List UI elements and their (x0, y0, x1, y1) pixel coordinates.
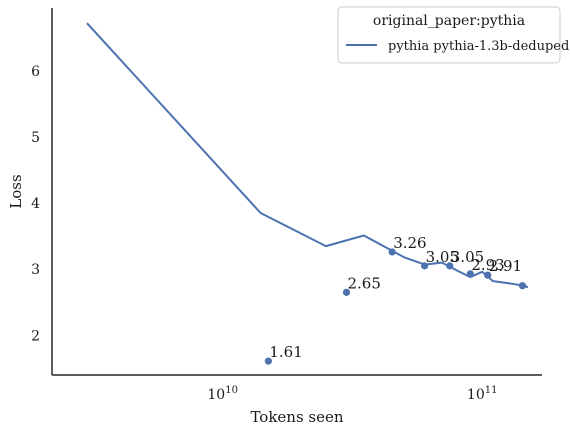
y-tick-label: 6 (31, 64, 40, 80)
data-point-label: 3.05 (451, 248, 484, 266)
data-point-label: 2.65 (347, 274, 380, 292)
x-tick-label: 1011 (467, 385, 498, 403)
y-tick-label: 3 (31, 262, 40, 278)
y-axis-title: Loss (7, 174, 25, 208)
data-point-label: 1.61 (269, 343, 302, 361)
legend-box (337, 6, 561, 64)
data-point-label: 3.26 (393, 234, 426, 252)
ticks-layer: 2 3 4 5 6 1010 1011 (31, 64, 497, 403)
legend: original_paper:pythia pythia pythia-1.3b… (337, 6, 569, 64)
data-point (421, 262, 429, 270)
x-tick-label: 1010 (207, 385, 238, 403)
y-tick-label: 4 (31, 196, 40, 212)
legend-label: pythia pythia-1.3b-deduped (388, 39, 569, 54)
y-tick-label: 2 (31, 328, 40, 344)
legend-title: original_paper:pythia (373, 13, 525, 29)
data-point-label: 2.93 (471, 256, 504, 274)
data-point (446, 262, 454, 270)
data-point (466, 270, 474, 278)
data-point (342, 288, 351, 296)
data-point (388, 248, 396, 256)
data-point (518, 282, 527, 290)
x-axis-title: Tokens seen (250, 408, 343, 426)
y-tick-label: 5 (31, 130, 40, 146)
data-point-label: 3.05 (426, 248, 459, 266)
data-point (264, 357, 272, 365)
points-layer: 1.612.653.263.053.052.932.91 (264, 234, 527, 365)
data-point-label: 2.91 (489, 257, 522, 275)
axes-layer (51, 8, 542, 376)
data-point (484, 271, 492, 279)
